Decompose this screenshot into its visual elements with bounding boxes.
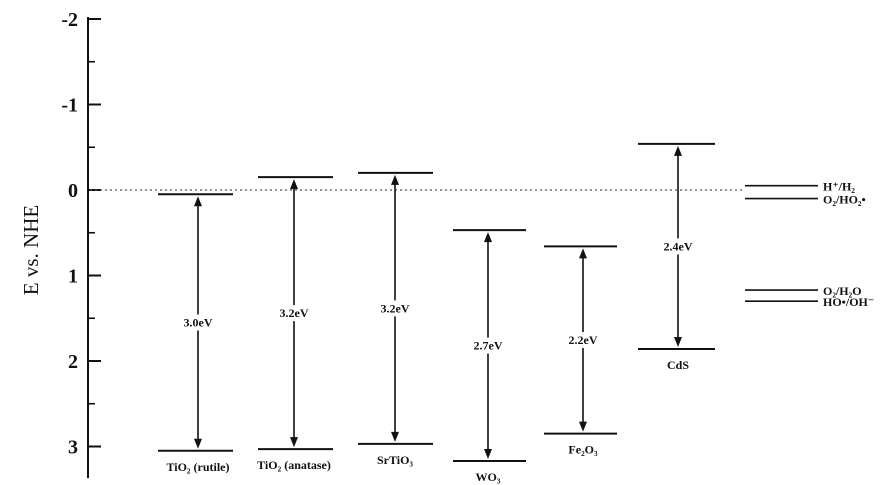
bandgap-label: 2.2eV	[569, 333, 598, 347]
y-tick-label: -2	[61, 9, 78, 31]
bandgap-label: 3.0eV	[184, 316, 213, 330]
y-tick-label: 0	[68, 180, 78, 202]
redox-couple-label: H⁺/H₂	[823, 180, 855, 194]
gap-label-background	[656, 238, 700, 255]
bandgap-arrow-head-up	[391, 174, 399, 185]
y-tick-label: 1	[68, 266, 78, 288]
redox-couple-label: O₂/H₂O	[823, 284, 862, 298]
redox-couple-label: O₂/HO₂•	[823, 193, 866, 207]
bandgap-arrow-head-up	[579, 248, 587, 259]
bandgap-label: 3.2eV	[280, 306, 309, 320]
y-tick-label: -1	[61, 95, 78, 117]
material-label: TiO₂ (anatase)	[257, 458, 331, 472]
bandgap-arrow-head-up	[290, 179, 298, 190]
y-axis-label: E vs. NHE	[19, 205, 43, 295]
material-label: WO₃	[476, 470, 501, 484]
material-label: Fe₂O₃	[568, 443, 598, 457]
redox-couple-label: HO•/OH⁻	[823, 295, 874, 309]
bandgap-arrow-head-down	[579, 421, 587, 432]
y-axis: -2 -1 0 1 2 3	[61, 9, 101, 479]
gap-label-background	[272, 305, 316, 322]
bandgap-arrow-head-down	[674, 337, 682, 348]
bandgap-label: 2.7eV	[474, 339, 503, 353]
bandgap-arrow-head-down	[194, 438, 202, 449]
bandgap-arrow-head-up	[674, 145, 682, 156]
bandgap-arrow-head-down	[290, 437, 298, 448]
y-tick-label: 2	[68, 351, 78, 373]
bandgap-arrow-head-down	[391, 431, 399, 442]
gap-label-background	[176, 314, 220, 331]
material-label: CdS	[667, 358, 689, 372]
gap-label-background	[373, 300, 417, 317]
material-label: TiO₂ (rutile)	[166, 460, 229, 474]
gap-label-background	[561, 332, 605, 349]
bandgap-arrow-head-down	[484, 449, 492, 460]
bands-group: 3.0eV TiO₂ (rutile) 3.2eV TiO₂ (anatase) 3.2…	[158, 142, 715, 484]
gap-label-background	[466, 337, 510, 354]
bandgap-arrow-head-up	[194, 196, 202, 207]
bandgap-arrow-head-up	[484, 232, 492, 243]
bandgap-label: 3.2eV	[381, 301, 410, 315]
material-label: SrTiO₃	[377, 453, 413, 467]
bandgap-label: 2.4eV	[664, 239, 693, 253]
y-tick-label: 3	[68, 437, 78, 459]
